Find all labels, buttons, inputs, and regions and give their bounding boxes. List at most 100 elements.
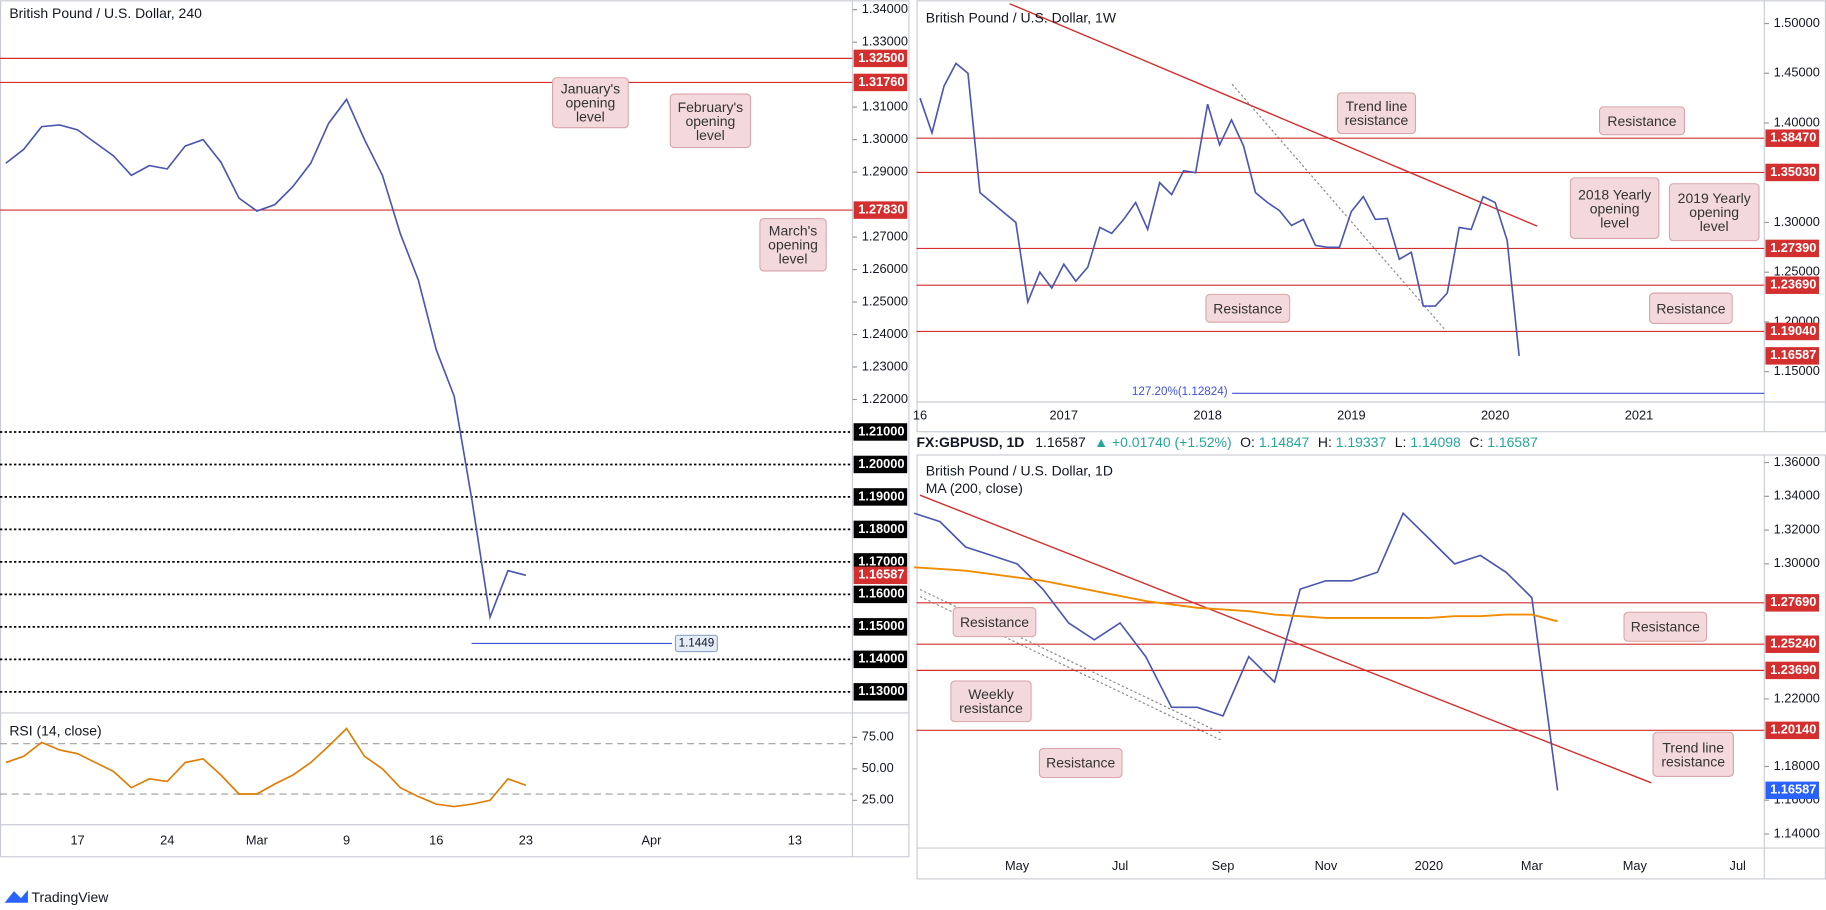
price-line bbox=[5, 97, 527, 621]
y-tick-label: 1.23000 bbox=[862, 358, 908, 373]
last-price: 1.16587 bbox=[1035, 433, 1086, 449]
panel-title: British Pound / U.S. Dollar, 240 bbox=[9, 5, 202, 21]
price-label: 1.16587 bbox=[858, 567, 904, 582]
price-label: 1.19000 bbox=[858, 488, 904, 503]
annotation: Resistance bbox=[1623, 611, 1708, 642]
y-tick-label: 1.29000 bbox=[862, 163, 908, 178]
y-tick-label: 1.24000 bbox=[862, 326, 908, 341]
annotation-text: March's opening level bbox=[759, 218, 827, 272]
price-label-box bbox=[853, 423, 908, 441]
price-label-box bbox=[853, 553, 908, 571]
price-label-box bbox=[1765, 635, 1820, 653]
x-tick-label: 24 bbox=[160, 832, 174, 847]
panel-title: British Pound / U.S. Dollar, 1D bbox=[926, 463, 1113, 479]
price-label-box bbox=[1765, 781, 1820, 800]
annotation: Weekly resistance bbox=[950, 680, 1032, 723]
price-label: 1.32500 bbox=[858, 50, 904, 65]
price-label-box bbox=[853, 455, 908, 474]
panel-frame bbox=[916, 0, 1826, 433]
price-label: 1.27830 bbox=[858, 201, 904, 216]
price-label-box bbox=[1765, 129, 1820, 147]
panel-title: British Pound / U.S. Dollar, 1W bbox=[926, 10, 1117, 26]
y-tick-label: 1.30000 bbox=[1774, 555, 1820, 570]
price-label: 1.27390 bbox=[1770, 240, 1816, 255]
y-tick-label: 50.00 bbox=[862, 760, 894, 775]
price-line bbox=[5, 727, 527, 808]
price-label-box bbox=[1765, 276, 1820, 294]
brand-logo bbox=[4, 889, 28, 903]
x-tick-label: 2018 bbox=[1193, 407, 1221, 422]
y-tick-label: 1.22000 bbox=[862, 391, 908, 406]
price-label: 1.21000 bbox=[858, 423, 904, 438]
annotation: January's opening level bbox=[551, 77, 629, 129]
y-tick-label: 25.00 bbox=[862, 792, 894, 807]
price-label: 1.16000 bbox=[858, 586, 904, 601]
price-label: 1.16587 bbox=[1770, 782, 1816, 797]
y-tick-label: 1.40000 bbox=[1774, 114, 1820, 129]
x-tick-label: 16 bbox=[913, 407, 927, 422]
y-tick-label: 1.25000 bbox=[862, 293, 908, 308]
annotation: Resistance bbox=[1648, 292, 1733, 324]
trend-line bbox=[1009, 3, 1538, 227]
moving-average bbox=[914, 566, 1558, 623]
x-tick-label: Sep bbox=[1212, 858, 1235, 873]
close: 1.16587 bbox=[1487, 433, 1538, 449]
open: 1.14847 bbox=[1259, 433, 1310, 449]
y-tick-label: 1.50000 bbox=[1774, 15, 1820, 30]
y-tick-label: 1.36000 bbox=[1774, 454, 1820, 469]
panel-frame bbox=[0, 0, 910, 858]
price-line bbox=[919, 62, 1520, 356]
y-tick-label: 1.32000 bbox=[1774, 521, 1820, 536]
y-tick-label: 1.31000 bbox=[862, 98, 908, 113]
y-tick-label: 1.25000 bbox=[1774, 264, 1820, 279]
x-tick-label: 2017 bbox=[1050, 407, 1078, 422]
price-label: 1.17000 bbox=[858, 553, 904, 568]
price-label-box bbox=[1765, 661, 1820, 680]
price-label-box bbox=[853, 488, 908, 506]
price-label-box bbox=[853, 683, 908, 701]
panel-frame bbox=[916, 454, 1826, 880]
price-label: 1.13000 bbox=[858, 683, 904, 698]
price-label: 1.15000 bbox=[858, 618, 904, 633]
price-label: 1.35030 bbox=[1770, 164, 1816, 179]
panel-title: RSI (14, close) bbox=[9, 722, 101, 738]
y-tick-label: 1.34000 bbox=[1774, 488, 1820, 503]
price-label-box bbox=[1765, 594, 1820, 612]
price-label-box bbox=[853, 566, 908, 585]
y-tick-label: 1.45000 bbox=[1774, 65, 1820, 80]
price-label: 1.31760 bbox=[858, 74, 904, 89]
annotation: Trend line resistance bbox=[1336, 92, 1417, 135]
x-tick-label: 13 bbox=[788, 832, 802, 847]
brand[interactable]: TradingView bbox=[31, 889, 109, 905]
price-label: 127.20%(1.12824) bbox=[1132, 385, 1228, 398]
price-label: 1.25240 bbox=[1770, 636, 1816, 651]
x-tick-label: Jul bbox=[1730, 858, 1746, 873]
price-label: 1.20000 bbox=[858, 456, 904, 471]
annotation-text: Resistance bbox=[1648, 292, 1733, 324]
annotation: February's opening level bbox=[669, 93, 752, 149]
y-tick-label: 1.14000 bbox=[1774, 825, 1820, 840]
x-tick-label: 9 bbox=[343, 832, 350, 847]
price-label-box bbox=[1765, 347, 1820, 365]
x-tick-label: 16 bbox=[429, 832, 443, 847]
annotation-text: Trend line resistance bbox=[1652, 731, 1735, 777]
x-tick-label: Jul bbox=[1112, 858, 1128, 873]
x-tick-label: Nov bbox=[1315, 858, 1338, 873]
x-tick-label: May bbox=[1623, 858, 1648, 873]
y-tick-label: 1.27000 bbox=[862, 228, 908, 243]
annotation-text: 2018 Yearly opening level bbox=[1569, 177, 1660, 239]
high: 1.19337 bbox=[1336, 433, 1387, 449]
price-label-box bbox=[853, 73, 908, 92]
info-bar: FX:GBPUSD, 1D 1.16587 ▲ +0.01740 (+1.52%… bbox=[916, 433, 1537, 449]
y-tick-label: 1.26000 bbox=[862, 261, 908, 276]
annotation-text: Resistance bbox=[1038, 747, 1123, 779]
y-tick-label: 75.00 bbox=[862, 729, 894, 744]
price-label-box bbox=[853, 49, 908, 68]
y-tick-label: 1.30000 bbox=[1774, 214, 1820, 229]
annotation-text: Resistance bbox=[1623, 611, 1708, 642]
price-label-box bbox=[1765, 721, 1820, 740]
x-tick-label: 17 bbox=[70, 832, 84, 847]
price-label: 1.19040 bbox=[1770, 323, 1816, 338]
